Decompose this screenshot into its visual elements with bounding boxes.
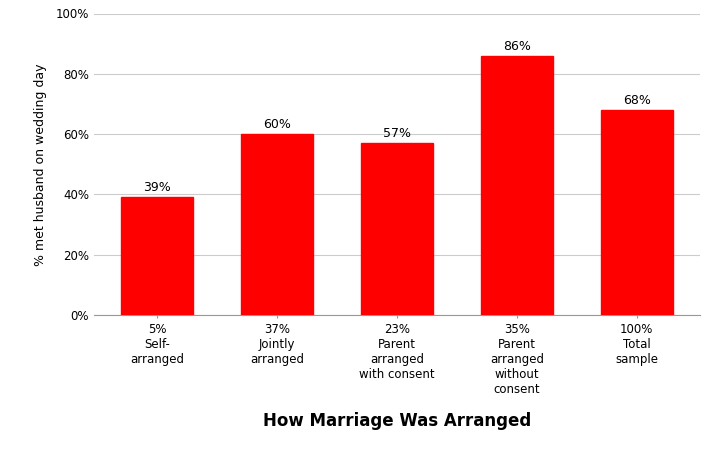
Text: 60%: 60% <box>264 118 291 131</box>
Bar <box>241 134 313 315</box>
Text: 39%: 39% <box>144 181 171 194</box>
Text: 68%: 68% <box>623 94 651 107</box>
Y-axis label: % met husband on wedding day: % met husband on wedding day <box>34 63 47 266</box>
Bar <box>481 56 553 315</box>
X-axis label: How Marriage Was Arranged: How Marriage Was Arranged <box>263 412 531 430</box>
Bar <box>361 143 433 315</box>
Bar <box>121 198 193 315</box>
Text: 86%: 86% <box>503 40 531 53</box>
Bar <box>601 110 673 315</box>
Text: 57%: 57% <box>383 127 411 140</box>
